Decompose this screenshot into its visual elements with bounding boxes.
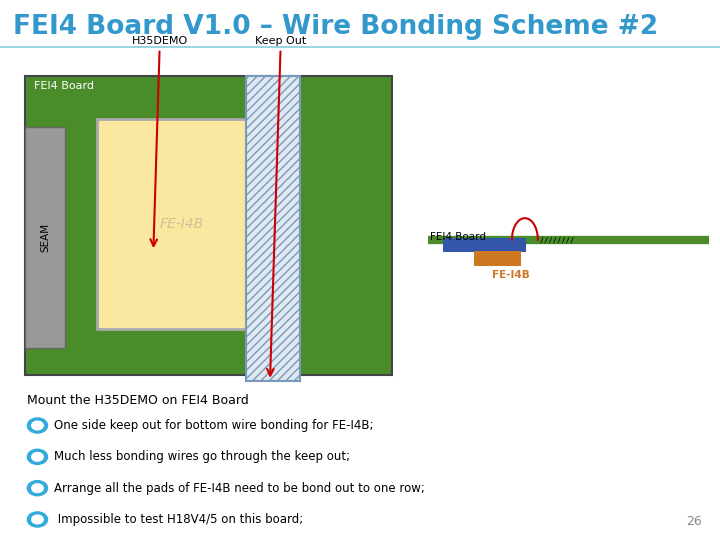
Circle shape: [32, 453, 43, 461]
Bar: [97, 119, 266, 329]
Text: FEI4 Board: FEI4 Board: [430, 232, 486, 242]
Bar: [25, 127, 65, 348]
Circle shape: [27, 449, 48, 464]
Text: FE-I4B: FE-I4B: [160, 217, 204, 231]
Bar: [474, 251, 521, 266]
Text: FEI4 Board: FEI4 Board: [34, 81, 94, 91]
Circle shape: [27, 481, 48, 496]
Bar: [25, 76, 392, 375]
Circle shape: [32, 421, 43, 430]
Text: FE-I4B: FE-I4B: [492, 270, 530, 280]
Text: Mount the H35DEMO on FEI4 Board: Mount the H35DEMO on FEI4 Board: [27, 394, 249, 407]
Bar: [246, 76, 300, 381]
Text: Arrange all the pads of FE-I4B need to be bond out to one row;: Arrange all the pads of FE-I4B need to b…: [54, 482, 425, 495]
Circle shape: [32, 515, 43, 524]
Text: Impossible to test H18V4/5 on this board;: Impossible to test H18V4/5 on this board…: [54, 513, 303, 526]
Text: H35DEMO: H35DEMO: [132, 36, 188, 246]
Text: One side keep out for bottom wire bonding for FE-I4B;: One side keep out for bottom wire bondin…: [54, 419, 374, 432]
Circle shape: [27, 418, 48, 433]
Text: Much less bonding wires go through the keep out;: Much less bonding wires go through the k…: [54, 450, 350, 463]
Text: H35DEMO: H35DEMO: [443, 242, 501, 252]
Circle shape: [27, 512, 48, 527]
Bar: [443, 238, 526, 252]
Text: SEAM: SEAM: [40, 223, 50, 252]
Text: Keep Out: Keep Out: [255, 36, 307, 376]
Text: 26: 26: [686, 515, 702, 528]
Text: FEI4 Board V1.0 – Wire Bonding Scheme #2: FEI4 Board V1.0 – Wire Bonding Scheme #2: [13, 14, 658, 39]
Circle shape: [32, 484, 43, 492]
